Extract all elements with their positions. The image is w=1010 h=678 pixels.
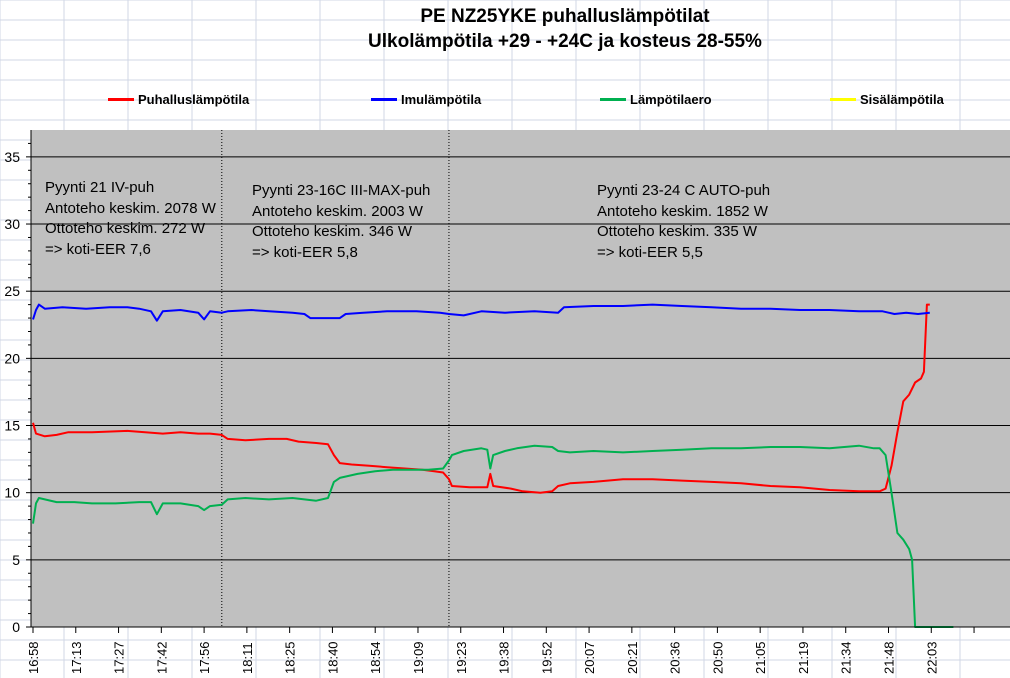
legend-label: Lämpötilaero — [630, 91, 712, 107]
x-tick-label: 17:27 — [112, 641, 127, 674]
legend-label: Sisälämpötila — [860, 91, 944, 107]
y-tick-label: 20 — [4, 350, 20, 366]
legend-item-lampotilaero: Lämpötilaero — [600, 90, 712, 108]
annotation-line: Antoteho keskim. 2003 W — [252, 202, 423, 220]
legend-item-imulampotila: Imulämpötila — [371, 90, 481, 108]
x-tick-label: 18:40 — [325, 641, 340, 674]
legend-swatch-blue — [371, 97, 397, 101]
annotation-section-2: Pyynti 23-16C III-MAX-puh Antoteho keski… — [252, 181, 430, 263]
annotation-line: Ottoteho keskim. 272 W — [45, 220, 206, 237]
y-tick-label: 0 — [12, 619, 20, 635]
plot-area — [31, 130, 1010, 627]
y-tick-label: 35 — [4, 149, 20, 165]
annotation-line: Pyynti 23-24 C AUTO-puh — [597, 182, 771, 199]
x-tick-label: 21:19 — [796, 641, 811, 674]
annotation-section-1: Pyynti 21 IV-puh Antoteho keskim. 2078 W… — [45, 178, 216, 260]
x-tick-label: 21:48 — [882, 641, 897, 674]
x-tick-label: 19:23 — [454, 641, 469, 674]
x-tick-label: 18:54 — [368, 641, 383, 674]
y-tick-labels: 0 5 10 15 20 25 30 35 — [4, 149, 20, 635]
legend-item-puhalluslampotila: Puhalluslämpötila — [108, 90, 249, 108]
x-tick-label: 17:13 — [69, 641, 84, 674]
x-tick-label: 19:52 — [539, 641, 554, 674]
axes — [26, 130, 1010, 633]
x-tick-label: 20:50 — [710, 641, 725, 674]
x-tick-label: 20:36 — [668, 641, 683, 674]
legend-label: Imulämpötila — [401, 91, 482, 107]
series-line-lämpötilaero — [32, 444, 954, 628]
annotation-line: Pyynti 23-16C III-MAX-puh — [252, 182, 431, 199]
chart-subtitle: Ulkolämpötila +29 - +24C ja kosteus 28-5… — [368, 31, 762, 52]
annotation-line: Ottoteho keskim. 346 W — [252, 223, 413, 240]
legend-label: Puhalluslämpötila — [138, 91, 250, 107]
x-tick-label: 17:56 — [197, 641, 212, 674]
x-tick-label: 19:38 — [497, 641, 512, 674]
annotation-line: => koti-EER 5,5 — [597, 243, 703, 261]
series-group — [32, 303, 954, 628]
annotation-section-3: Pyynti 23-24 C AUTO-puh Antoteho keskim.… — [597, 181, 770, 263]
annotation-line: => koti-EER 5,8 — [252, 243, 358, 261]
grid-lines — [31, 156, 1010, 561]
x-tick-labels: 16:58 17:13 17:27 17:42 17:56 18:11 18:25 18:40… — [26, 641, 939, 674]
x-tick-label: 20:07 — [582, 641, 597, 674]
y-tick-label: 30 — [4, 216, 20, 232]
legend-swatch-red — [108, 97, 134, 101]
y-tick-label: 5 — [12, 552, 20, 568]
x-tick-label: 17:42 — [154, 641, 169, 674]
x-tick-label: 19:09 — [411, 641, 426, 674]
series-line-puhalluslämpötila — [32, 303, 930, 494]
annotation-line: Ottoteho keskim. 335 W — [597, 223, 758, 240]
legend-swatch-green — [600, 97, 626, 101]
x-tick-label: 21:05 — [753, 641, 768, 674]
y-tick-label: 15 — [4, 418, 20, 434]
x-tick-label: 16:58 — [26, 641, 41, 674]
y-tick-label: 10 — [4, 485, 20, 501]
annotation-line: Antoteho keskim. 2078 W — [45, 199, 216, 217]
x-tick-label: 20:21 — [625, 641, 640, 674]
x-tick-label: 18:11 — [240, 642, 255, 674]
x-tick-label: 18:25 — [283, 641, 298, 674]
section-dividers — [221, 130, 450, 627]
annotation-line: Antoteho keskim. 1852 W — [597, 202, 768, 220]
x-tick-label: 21:34 — [839, 641, 854, 674]
y-tick-label: 25 — [4, 283, 20, 299]
legend-item-sisalampotila: Sisälämpötila — [830, 90, 944, 108]
annotation-line: => koti-EER 7,6 — [45, 240, 151, 258]
series-line-imulämpötila — [32, 303, 930, 322]
annotation-line: Pyynti 21 IV-puh — [45, 179, 155, 196]
x-tick-label: 22:03 — [924, 641, 939, 674]
legend-swatch-yellow — [830, 97, 856, 101]
chart-title: PE NZ25YKE puhalluslämpötilat — [420, 6, 710, 27]
